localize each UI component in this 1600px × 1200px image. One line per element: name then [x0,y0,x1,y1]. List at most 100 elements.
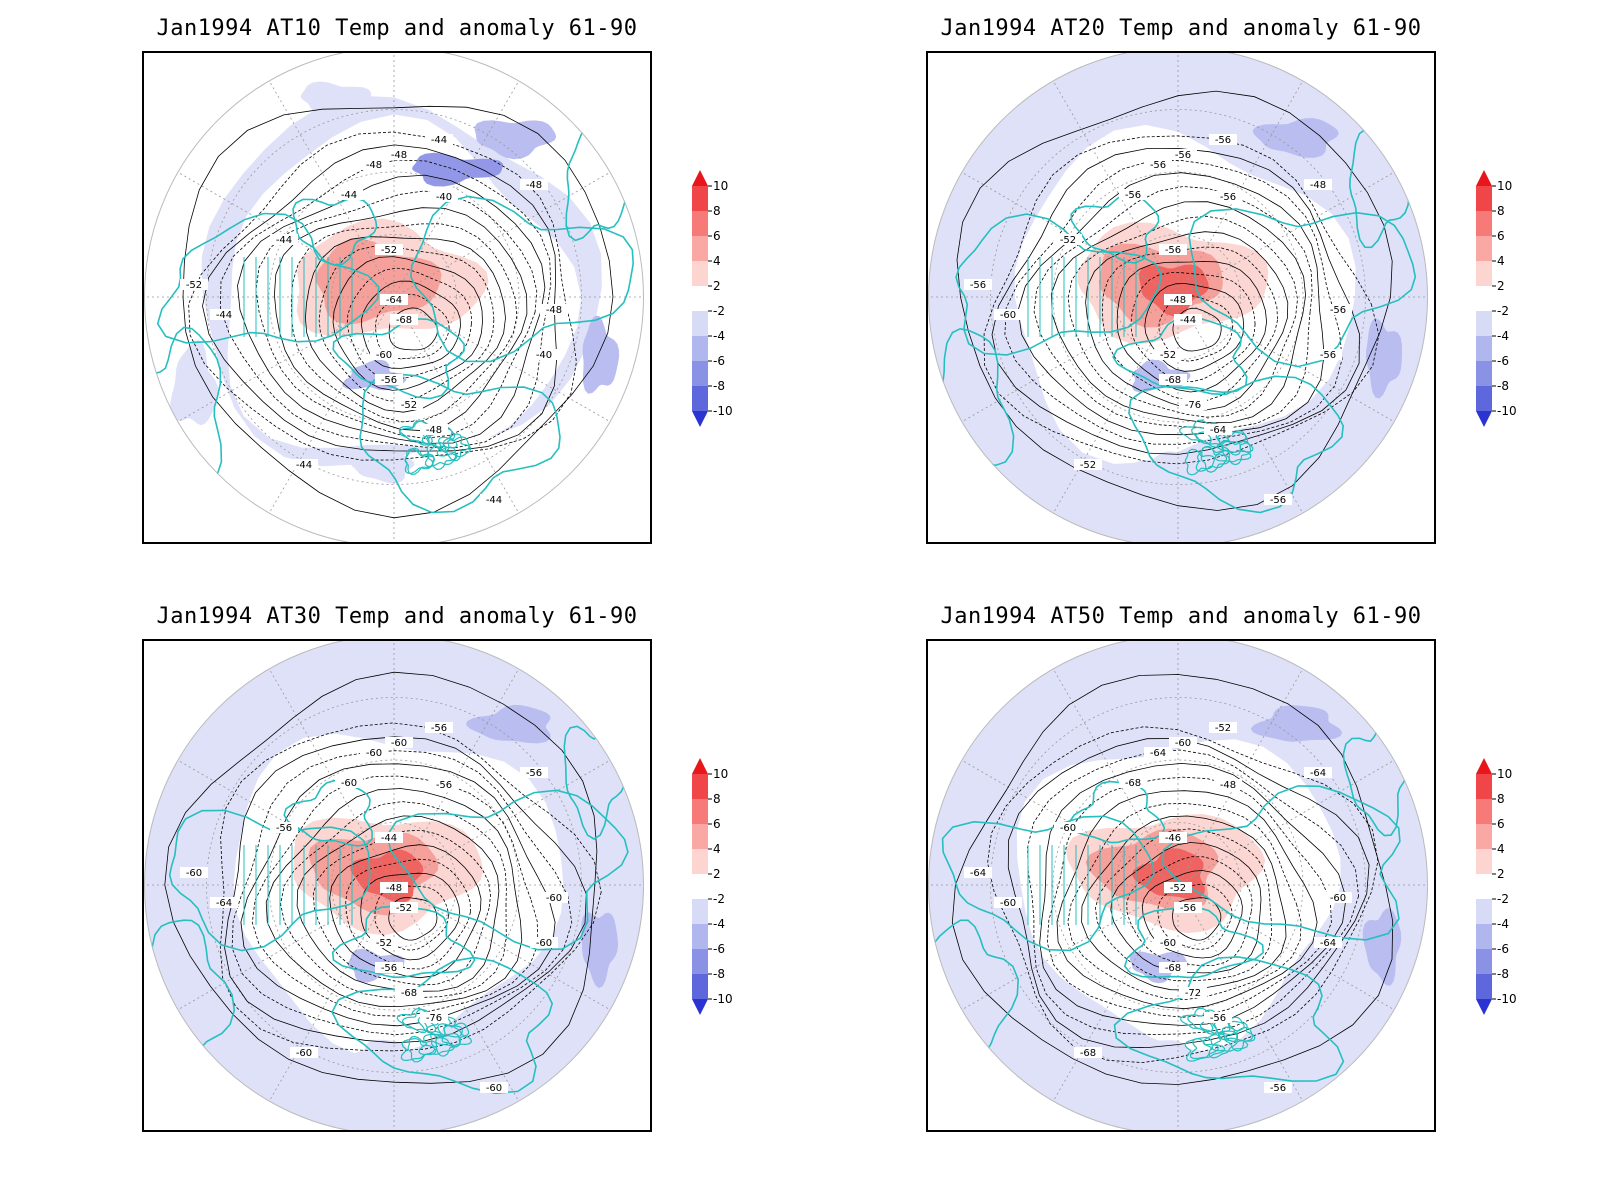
meridian-line [393,171,611,298]
temperature-contour [202,144,558,452]
colorbar-tick-label: 4 [1497,842,1505,856]
colorbar-tick-label: 2 [713,867,721,881]
temperature-contour [219,159,552,449]
latitude-circle [1115,822,1241,948]
contour-label-bg [1204,424,1232,435]
contour-label: -52 [396,903,412,914]
colorbar-tick-label: 8 [1497,792,1505,806]
polar-map-plot: -44 -48 -48 -44 -40 -52 -64 -68 -60 -56 -52 -48 -44 -… [144,53,644,542]
meridian-line [1177,759,1395,886]
colorbar-tick-label: -4 [1497,329,1509,343]
contour-label: -64 [1150,748,1166,759]
colorbar-segment [692,311,708,336]
border-line [425,1015,462,1038]
contour-label: -56 [431,723,447,734]
latitude-circle [206,109,582,485]
colorbar-segment [692,211,708,236]
contour-label: -60 [1060,823,1076,834]
contour-label-bg [380,882,408,893]
border-line [1184,448,1215,476]
temperature-contour [388,897,438,941]
map-content: -56 -56 -56 -56 -56 -56 -48 -44 -52 -68 -76 -64 -60 -… [928,53,1428,542]
colorbar-tick-label: 2 [1497,279,1505,293]
temperature-contour [1067,803,1302,1000]
coastline [168,809,371,952]
colorbar-tick-label: 2 [1497,867,1505,881]
panel-at10: Jan1994 AT10 Temp and anomaly 61-90 -44-… [142,0,902,560]
meridian-line [1177,171,1395,298]
border-line [1195,445,1227,472]
contour-label: -56 [1330,305,1346,316]
contour-label: -48 [366,160,382,171]
contour-label: -56 [970,280,986,291]
anomaly-negative-blob [412,152,503,187]
temperature-contour [388,307,438,351]
temperature-contour [361,280,461,369]
contour-label: -60 [391,738,407,749]
colorbar-tick-label: -8 [1497,967,1509,981]
contour-label-bg [520,767,548,778]
colorbar-tick-label: -10 [1497,992,1517,1006]
contour-label-bg [1169,149,1197,160]
map-content: -68-64-60-52-48-46-52-56-60-68-72-56-60-… [928,641,1428,1130]
meridian-line [268,296,395,514]
colorbar-tick-label: -4 [713,917,725,931]
coastline [941,815,1155,952]
colorbar-segment [692,949,708,974]
contour-label: -60 [536,938,552,949]
colorbar-segment [1476,386,1492,411]
contour-label: -76 [426,1013,442,1024]
contour-label-bg [1179,399,1207,410]
coastline [386,789,629,951]
contour-label-bg [1119,777,1147,788]
colorbar-tick-label: -8 [713,379,725,393]
colorbar-svg: 10 8 6 4 2 -2 -4 -6 -8 -10 [692,758,733,1015]
colorbar-segment [1476,899,1492,924]
contour-label-bg [1314,937,1342,948]
border-line [1216,431,1254,453]
contour-label-bg [1164,882,1192,893]
coastline [1128,375,1345,514]
contour-label: -56 [436,780,452,791]
temperature-contour [345,858,471,970]
contour-label-bg [1159,962,1187,973]
contour-label: -48 [1170,295,1186,306]
contour-label-bg [1074,459,1102,470]
contour-label-bg [1304,179,1332,190]
contour-label-bg [1264,494,1292,505]
colorbar-segment [1476,799,1492,824]
contour-label-bg [425,134,453,145]
colorbar-tick-label: 6 [713,229,721,243]
colorbar-segment [1476,949,1492,974]
temperature-contour [1110,842,1262,974]
contour-label: -48 [386,883,402,894]
contour-label-bg [210,897,238,908]
contour-label: -56 [1220,192,1236,203]
coastline [1112,316,1248,394]
colorbar-tick-label: 6 [1497,229,1505,243]
meridian-line [961,884,1179,1011]
temperature-contour [329,844,482,979]
contour-label: -56 [1270,1083,1286,1094]
temperature-contour [360,872,461,961]
contour-label: -52 [1060,235,1076,246]
colorbar-segment [1476,211,1492,236]
polar-map-plot: -60 -60 -60 -56 -56 -44 -48 -52 -52 -56 -68 -76 -64 -… [144,641,644,1130]
contour-label: -44 [341,190,357,201]
temperature-contour [991,147,1360,455]
contour-label-bg [1204,1012,1232,1023]
colorbar-tick-label: -10 [1497,404,1517,418]
contour-label: -52 [1170,883,1186,894]
contour-label-bg [1304,767,1332,778]
panel-at50: Jan1994 AT50 Temp and anomaly 61-90 -68-… [926,588,1600,1148]
globe-outline [144,53,644,542]
contour-label: -76 [1185,400,1201,411]
temperature-contour [1026,749,1360,1035]
contour-label: -64 [970,868,986,879]
contour-label-bg [290,1047,318,1058]
coastline [156,212,380,344]
colorbar-arrow-top [692,758,708,774]
border-line [435,1024,473,1047]
contour-label: -60 [1330,893,1346,904]
colorbar-tick-label: -6 [1497,942,1509,956]
